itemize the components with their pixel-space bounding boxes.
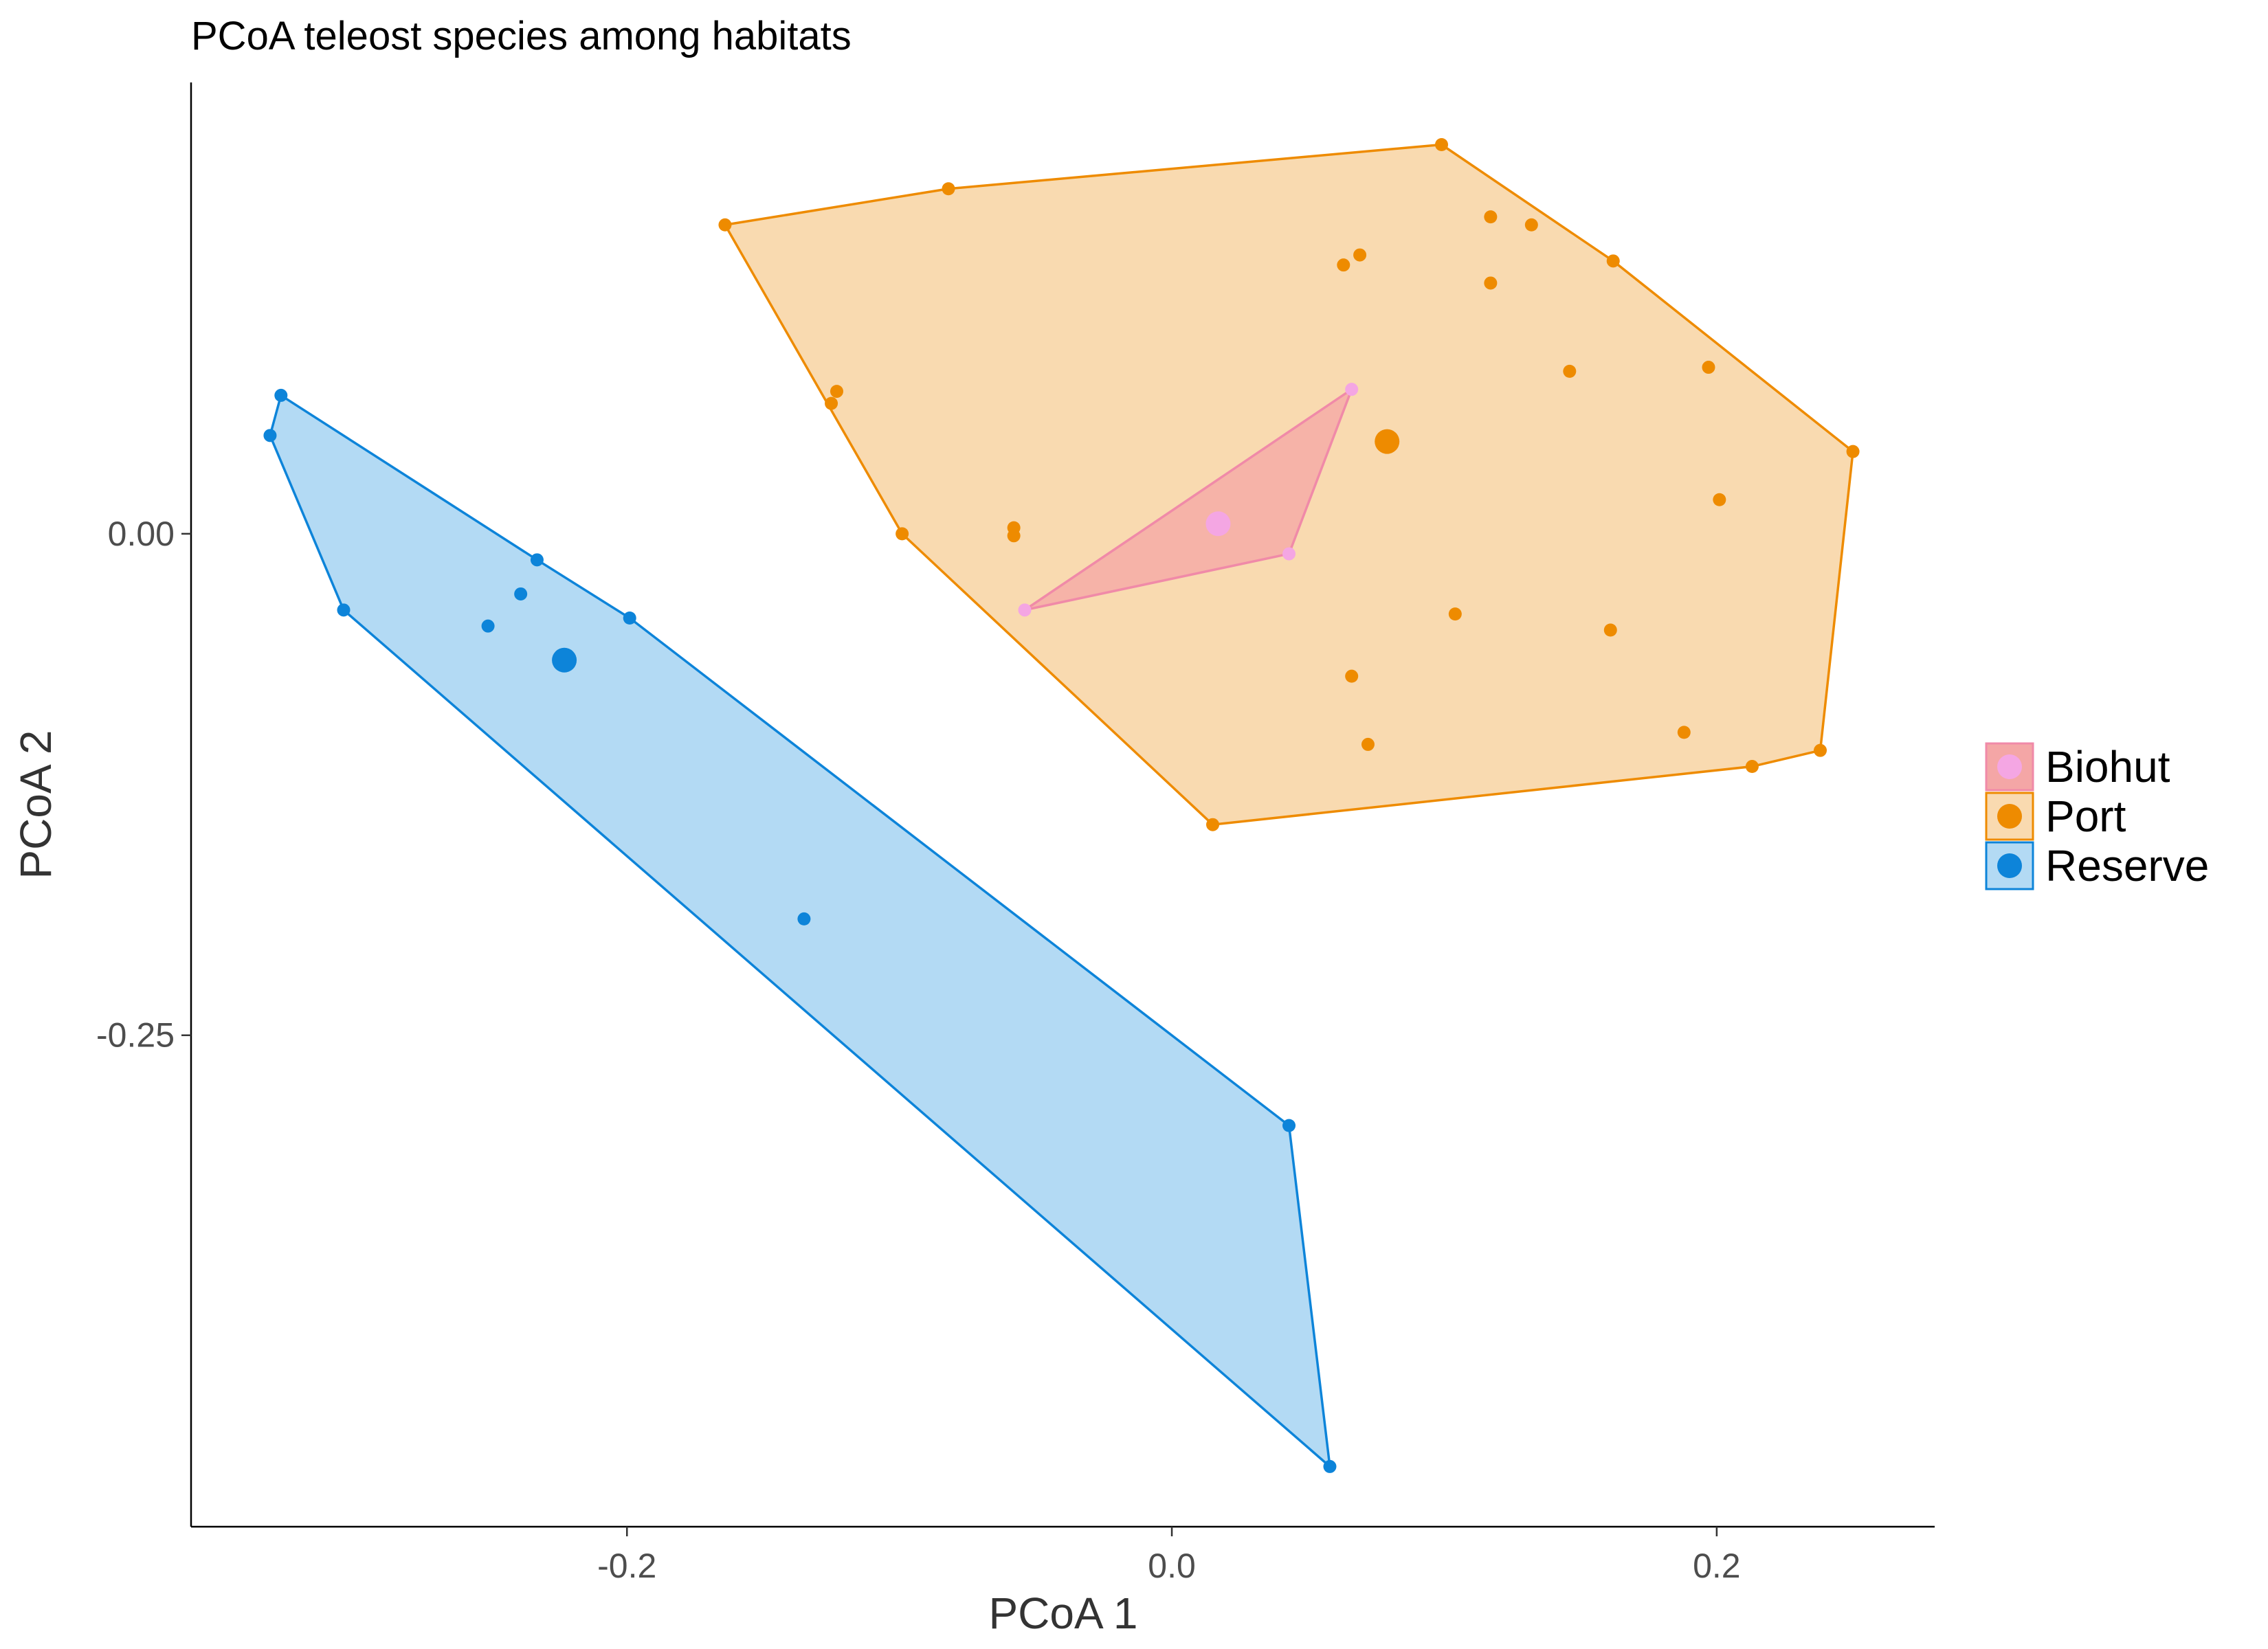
legend-dot-reserve xyxy=(1997,853,2022,878)
biohut-centroid xyxy=(1205,511,1231,537)
y-axis-ticks: 0.00 -0.25 xyxy=(96,515,191,1055)
x-tick-label-0: -0.2 xyxy=(597,1547,656,1585)
x-axis-title: PCoA 1 xyxy=(988,1589,1137,1638)
port-point-8 xyxy=(1484,276,1498,290)
reserve-point-5 xyxy=(481,619,495,633)
y-tick-label-0: 0.00 xyxy=(108,515,175,553)
port-point-18 xyxy=(1448,607,1462,621)
x-axis-ticks: -0.2 0.0 0.2 xyxy=(597,1527,1741,1585)
reserve-point-7 xyxy=(797,912,811,926)
data-points xyxy=(263,138,1860,1473)
port-point-9 xyxy=(830,385,843,399)
biohut-point-0 xyxy=(1345,383,1359,396)
biohut-point-1 xyxy=(1282,547,1296,561)
port-point-2 xyxy=(1435,138,1449,152)
reserve-point-4 xyxy=(514,587,528,601)
port-point-1 xyxy=(942,182,955,196)
chart-title: PCoA teleost species among habitats xyxy=(191,14,852,58)
port-point-24 xyxy=(1814,743,1827,757)
reserve-centroid xyxy=(552,647,577,673)
legend-key-port xyxy=(1985,792,2034,841)
port-point-13 xyxy=(1846,445,1860,458)
port-point-17 xyxy=(1007,529,1021,543)
x-tick-label-2: 0.2 xyxy=(1693,1547,1741,1585)
port-point-3 xyxy=(1484,210,1498,224)
legend-label-port: Port xyxy=(2045,792,2126,841)
port-point-0 xyxy=(718,218,732,232)
port-point-15 xyxy=(896,527,909,541)
legend-label-reserve: Reserve xyxy=(2045,841,2209,890)
port-centroid xyxy=(1375,429,1400,454)
port-point-7 xyxy=(1353,248,1367,262)
port-point-25 xyxy=(1206,818,1220,831)
port-point-21 xyxy=(1677,726,1691,739)
port-point-20 xyxy=(1345,669,1359,683)
biohut-point-2 xyxy=(1018,603,1032,617)
port-point-6 xyxy=(1337,258,1350,272)
port-point-4 xyxy=(1524,218,1538,232)
legend-dot-port xyxy=(1997,804,2022,829)
reserve-point-0 xyxy=(274,388,288,402)
port-point-22 xyxy=(1361,737,1375,751)
port-point-10 xyxy=(825,396,838,410)
reserve-point-1 xyxy=(263,429,277,442)
y-axis-title: PCoA 2 xyxy=(11,730,60,879)
convex-hulls xyxy=(269,143,1854,1468)
port-point-11 xyxy=(1563,364,1577,378)
port-point-19 xyxy=(1603,623,1617,637)
reserve-hull xyxy=(269,394,1331,1468)
reserve-point-3 xyxy=(530,553,544,567)
port-point-5 xyxy=(1606,254,1620,268)
reserve-point-8 xyxy=(1282,1119,1296,1132)
reserve-point-2 xyxy=(337,603,351,617)
port-point-12 xyxy=(1702,361,1715,374)
legend-label-biohut: Biohut xyxy=(2045,742,2170,792)
biohut-hull xyxy=(1023,388,1353,612)
x-tick-label-1: 0.0 xyxy=(1148,1547,1196,1585)
reserve-point-6 xyxy=(623,611,636,625)
group-centroids xyxy=(552,429,1400,673)
legend-dot-biohut xyxy=(1997,754,2022,779)
reserve-point-9 xyxy=(1323,1459,1337,1473)
port-point-14 xyxy=(1713,493,1726,506)
y-tick-label-1: -0.25 xyxy=(96,1016,175,1055)
legend-key-reserve xyxy=(1985,841,2034,890)
port-point-23 xyxy=(1745,760,1759,774)
